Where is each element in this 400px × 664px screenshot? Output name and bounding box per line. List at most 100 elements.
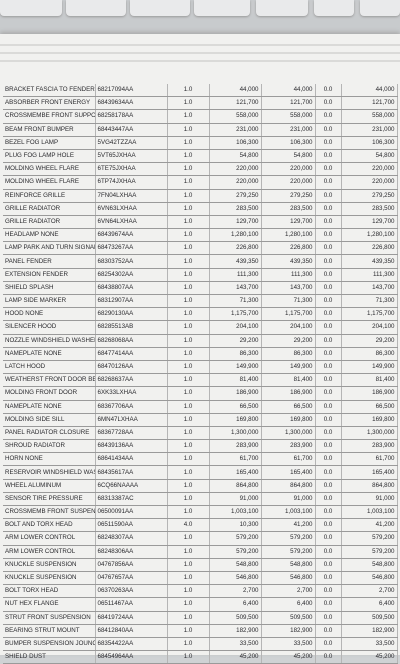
description: MOLDING WHEEL FLARE: [3, 175, 96, 190]
line-total: 231,000: [261, 123, 316, 137]
discount: 0.0: [315, 294, 342, 309]
part-number: 06500091AA: [95, 505, 168, 520]
description: ABSORBER FRONT ENERGY: [3, 96, 96, 111]
quantity: 1.0: [167, 452, 210, 467]
unit-price: 579,200: [209, 545, 262, 559]
part-number: 68303752AA: [95, 254, 168, 269]
description: GRILLE RADIATOR: [3, 215, 96, 230]
unit-price: 546,800: [209, 571, 262, 586]
unit-price: 169,800: [209, 413, 262, 427]
table-row: MOLDING FRONT DOOR 6XK33LXHAA 1.0 186,900 18…: [3, 386, 398, 401]
unit-price: 558,000: [209, 109, 262, 124]
key: [194, 0, 250, 16]
key: [0, 0, 62, 16]
description: STRUT FRONT SUSPENSION: [3, 611, 96, 625]
discount: 0.0: [315, 558, 342, 572]
part-number: 04767856AA: [95, 558, 168, 572]
discount: 0.0: [315, 162, 342, 177]
description: PANEL FENDER: [3, 254, 96, 269]
parts-table: BRACKET FASCIA TO FENDER 68217094AA 1.0 44,…: [3, 84, 398, 664]
table-row: PLUG FOG LAMP HOLE 5VT65JXHAA 1.0 54,800 54,…: [3, 149, 398, 164]
description: BOLT AND TORX HEAD: [3, 518, 96, 533]
part-number: 68268637AA: [95, 373, 168, 388]
discount: 0.0: [315, 215, 342, 230]
discount: 0.0: [315, 400, 342, 414]
description: RESERVOIR WINDSHIELD WASHER: [3, 465, 96, 480]
key: [66, 0, 126, 16]
net-total: 143,700: [341, 281, 398, 296]
table-row: NOZZLE WINDSHIELD WASHER 68268068AA 1.0 29,…: [3, 334, 398, 348]
description: NAMEPLATE NONE: [3, 347, 96, 361]
net-total: 279,250: [341, 189, 398, 203]
unit-price: 220,000: [209, 162, 262, 177]
quantity: 1.0: [167, 558, 210, 572]
table-row: BOLT TORX HEAD 06370263AA 1.0 2,700 2,700 0.0…: [3, 584, 398, 599]
discount: 0.0: [315, 149, 342, 164]
unit-price: 143,700: [209, 281, 262, 296]
net-total: 44,000: [341, 84, 398, 98]
discount: 0.0: [315, 202, 342, 216]
part-number: 6VN64LXHAA: [95, 215, 168, 230]
line-total: 29,200: [261, 334, 316, 348]
quantity: 4.0: [167, 518, 210, 533]
description: BRACKET FASCIA TO FENDER: [3, 84, 96, 98]
unit-price: 91,000: [209, 492, 262, 507]
part-number: 68439136AA: [95, 439, 168, 454]
description: MOLDING SIDE SILL: [3, 413, 96, 427]
line-total: 186,900: [261, 386, 316, 401]
table-row: BOLT AND TORX HEAD 06511590AA 4.0 10,300 41,…: [3, 518, 398, 533]
unit-price: 509,500: [209, 611, 262, 625]
part-number: 68313387AC: [95, 492, 168, 507]
quantity: 1.0: [167, 162, 210, 177]
quantity: 1.0: [167, 175, 210, 190]
line-total: 45,200: [261, 650, 316, 664]
unit-price: 1,175,700: [209, 307, 262, 322]
line-total: 143,700: [261, 281, 316, 296]
unit-price: 283,900: [209, 439, 262, 454]
table-row: BUMPER SUSPENSION JOUNCE 68354422AA 1.0 33,…: [3, 637, 398, 652]
table-row: HEADLAMP NONE 68439674AA 1.0 1,280,100 1,280…: [3, 228, 398, 243]
table-row: CROSSMEMBE FRONT SUPPORT 68258178AA 1.0 558…: [3, 109, 398, 124]
table-row: ARM LOWER CONTROL 68248306AA 1.0 579,200 579…: [3, 545, 398, 559]
table-row: MOLDING SIDE SILL 6MN47LXHAA 1.0 169,800 169…: [3, 413, 398, 427]
unit-price: 111,300: [209, 268, 262, 282]
line-total: 44,000: [261, 84, 316, 98]
line-total: 121,700: [261, 96, 316, 111]
table-row: WHEEL ALUMINUM 6CQ66NAAAA 1.0 864,800 864,80…: [3, 479, 398, 493]
table-row: BEARING STRUT MOUNT 68412840AA 1.0 182,900 1…: [3, 624, 398, 638]
quantity: 1.0: [167, 531, 210, 546]
line-total: 204,100: [261, 320, 316, 335]
quantity: 1.0: [167, 650, 210, 664]
part-number: 68435617AA: [95, 465, 168, 480]
quantity: 1.0: [167, 268, 210, 282]
part-number: 68454964AA: [95, 650, 168, 664]
quantity: 1.0: [167, 281, 210, 296]
line-total: 579,200: [261, 531, 316, 546]
quantity: 1.0: [167, 123, 210, 137]
part-number: 68248307AA: [95, 531, 168, 546]
table-row: SHIELD SPLASH 68438807AA 1.0 143,700 143,700…: [3, 281, 398, 296]
description: BOLT TORX HEAD: [3, 584, 96, 599]
quantity: 1.0: [167, 149, 210, 164]
quantity: 1.0: [167, 215, 210, 230]
discount: 0.0: [315, 84, 342, 98]
net-total: 33,500: [341, 637, 398, 652]
part-number: 68443447AA: [95, 123, 168, 137]
discount: 0.0: [315, 439, 342, 454]
net-total: 6,400: [341, 597, 398, 612]
discount: 0.0: [315, 307, 342, 322]
discount: 0.0: [315, 650, 342, 664]
net-total: 226,800: [341, 241, 398, 256]
net-total: 579,200: [341, 531, 398, 546]
discount: 0.0: [315, 584, 342, 599]
table-row: GRILLE RADIATOR 6VN64LXHAA 1.0 129,700 129,7…: [3, 215, 398, 230]
part-number: 68254302AA: [95, 268, 168, 282]
line-total: 1,003,100: [261, 505, 316, 520]
table-row: RESERVOIR WINDSHIELD WASHER68435617AA1.0…: [3, 465, 398, 480]
part-number: 7FN04LXHAA: [95, 189, 168, 203]
net-total: 1,003,100: [341, 505, 398, 520]
net-total: 111,300: [341, 268, 398, 282]
description: BEZEL FOG LAMP: [3, 136, 96, 150]
quantity: 1.0: [167, 597, 210, 612]
description: KNUCKLE SUSPENSION: [3, 558, 96, 572]
